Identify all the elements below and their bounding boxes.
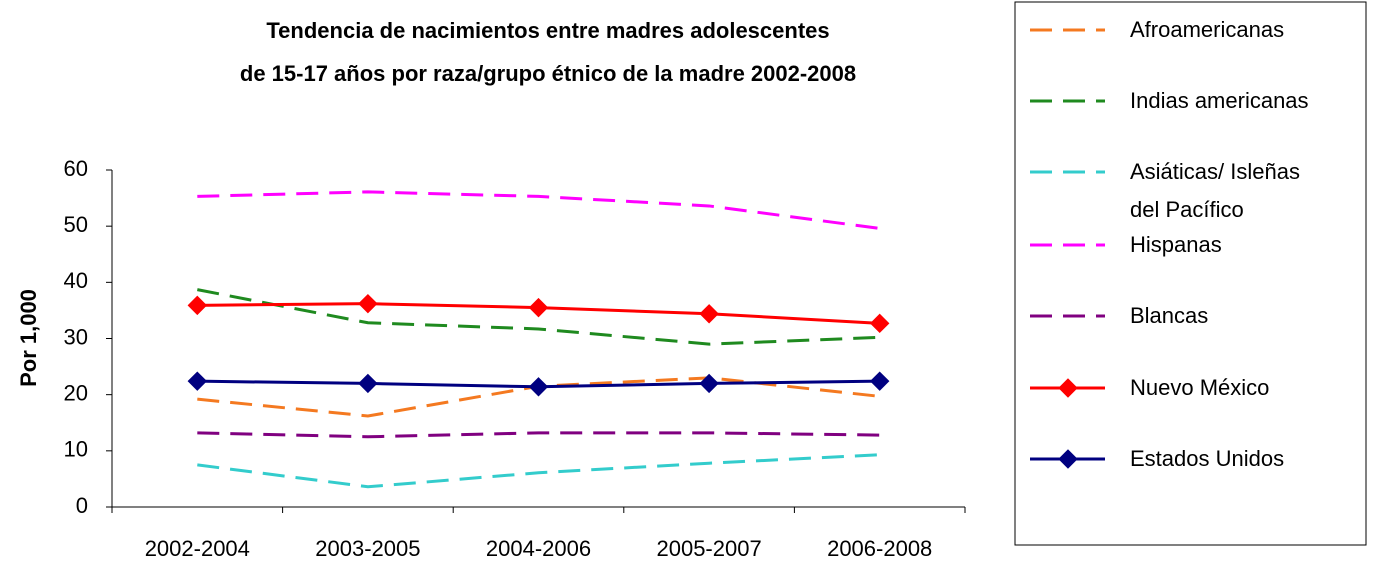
legend-item: Afroamericanas <box>1130 17 1285 42</box>
series-line <box>197 453 880 489</box>
y-tick-label: 10 <box>64 437 88 462</box>
series-line <box>197 431 880 439</box>
legend-item: Blancas <box>1130 303 1209 328</box>
legend-label: Blancas <box>1130 303 1209 328</box>
legend-label: Indias americanas <box>1130 88 1309 113</box>
x-tick-label: 2004-2006 <box>486 536 591 561</box>
marker <box>528 297 549 318</box>
legend-marker <box>1058 449 1078 469</box>
legend-marker <box>1058 378 1078 398</box>
legend-label: Afroamericanas <box>1130 17 1285 42</box>
y-axis-label: Por 1,000 <box>16 289 41 387</box>
chart-title: de 15-17 años por raza/grupo étnico de l… <box>240 61 856 86</box>
y-tick-label: 20 <box>64 380 88 405</box>
legend-item: Nuevo México <box>1130 375 1270 400</box>
marker <box>869 313 890 334</box>
legend-item: Estados Unidos <box>1130 446 1285 471</box>
y-tick-label: 0 <box>76 493 88 518</box>
x-tick-label: 2003-2005 <box>315 536 420 561</box>
series-line <box>197 190 880 230</box>
legend-item: Asiáticas/ Isleñas del Pacífico <box>1130 159 1300 222</box>
marker <box>187 371 208 391</box>
legend-item: Indias americanas <box>1130 88 1309 113</box>
marker <box>699 373 719 394</box>
marker <box>358 373 378 394</box>
x-tick-label: 2006-2008 <box>827 536 932 561</box>
marker <box>528 377 549 397</box>
legend-label: Hispanas <box>1130 232 1222 257</box>
x-tick-label: 2002-2004 <box>145 536 250 561</box>
legend-box <box>1014 1 1367 546</box>
y-tick-label: 40 <box>64 268 88 293</box>
y-tick-label: 50 <box>64 212 88 237</box>
series-line <box>197 288 880 346</box>
marker <box>869 371 890 391</box>
y-tick-label: 60 <box>64 156 88 181</box>
legend-label: Estados Unidos <box>1130 446 1285 471</box>
legend-item: Hispanas <box>1130 232 1222 257</box>
x-tick-label: 2005-2007 <box>656 536 761 561</box>
legend-label: Nuevo México <box>1130 375 1270 400</box>
marker <box>187 295 208 316</box>
chart-title: Tendencia de nacimientos entre madres ad… <box>266 18 829 43</box>
marker <box>358 293 378 314</box>
legend-label: Asiáticas/ Isleñas del Pacífico <box>1130 159 1300 222</box>
marker <box>699 304 719 324</box>
y-tick-label: 30 <box>64 324 88 349</box>
